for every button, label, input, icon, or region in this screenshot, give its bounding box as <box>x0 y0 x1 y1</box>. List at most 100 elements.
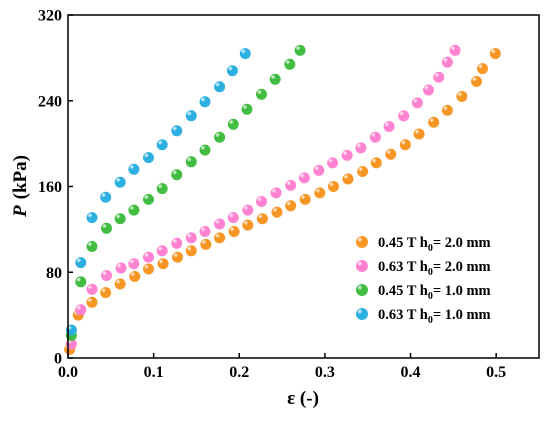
x-tick-label: 0.3 <box>315 364 335 381</box>
data-point <box>284 58 296 70</box>
data-point <box>327 157 339 169</box>
y-tick-label: 240 <box>38 93 62 110</box>
data-point <box>156 139 168 151</box>
legend-marker <box>356 308 368 320</box>
data-point <box>370 157 382 169</box>
data-point <box>441 56 453 68</box>
data-point <box>143 251 154 263</box>
data-point <box>342 173 354 185</box>
data-point <box>185 245 197 257</box>
x-tick-label: 0.1 <box>144 364 164 381</box>
data-point <box>423 84 434 96</box>
legend: 0.45 T h0= 2.0 mm 0.63 T h0= 2.0 mm 0.45 T… <box>356 235 491 326</box>
data-point <box>171 237 183 249</box>
y-tick-label: 160 <box>38 179 62 196</box>
data-point <box>241 103 253 115</box>
data-point <box>239 48 251 60</box>
x-axis-title: ε (-) <box>287 388 319 409</box>
y-axis-title-unit: (kPa) <box>10 155 31 199</box>
legend-label: 0.63 T h0= 2.0 mm <box>378 259 491 278</box>
legend-marker <box>356 260 368 272</box>
legend-label: 0.45 T h0= 1.0 mm <box>378 283 491 302</box>
data-point <box>101 222 112 234</box>
data-point <box>428 116 440 128</box>
data-point <box>86 296 98 308</box>
data-point <box>271 206 283 218</box>
data-point <box>226 65 238 77</box>
data-point <box>242 219 254 231</box>
data-point <box>489 48 501 60</box>
data-point <box>441 104 453 116</box>
data-point <box>285 179 297 191</box>
data-point <box>199 226 211 237</box>
data-point <box>227 212 239 224</box>
x-tick-label: 0.2 <box>229 364 249 381</box>
data-point <box>242 204 254 216</box>
data-point <box>143 193 154 205</box>
data-point <box>314 187 326 199</box>
data-point <box>270 187 282 199</box>
data-point <box>114 213 126 225</box>
y-tick-label: 320 <box>38 8 62 25</box>
data-point <box>214 81 226 93</box>
data-point <box>385 148 397 160</box>
data-point <box>214 232 226 244</box>
data-point <box>355 142 367 154</box>
data-point <box>129 271 141 282</box>
data-point <box>256 213 268 225</box>
y-axis-title-symbol: P <box>10 205 31 218</box>
y-tick-label: 80 <box>46 265 62 282</box>
data-point <box>114 278 126 290</box>
data-point <box>100 191 112 203</box>
data-point <box>185 232 197 244</box>
legend-marker <box>356 284 368 296</box>
data-point <box>86 212 98 224</box>
data-point <box>128 163 140 175</box>
data-point <box>172 251 184 263</box>
data-point <box>143 152 154 164</box>
data-point <box>157 258 169 270</box>
data-point <box>477 63 488 75</box>
x-tick-label: 0.0 <box>58 364 78 381</box>
data-point <box>214 218 226 230</box>
data-point <box>200 238 212 250</box>
data-point <box>449 44 461 56</box>
data-point <box>101 270 112 281</box>
data-point <box>143 263 154 275</box>
data-point <box>471 76 482 87</box>
data-point <box>411 97 423 109</box>
data-point <box>75 304 87 316</box>
data-point <box>398 110 410 122</box>
data-point <box>199 96 211 108</box>
data-point <box>269 73 281 85</box>
data-point <box>294 44 306 56</box>
legend-marker <box>356 236 368 248</box>
x-tick-label: 0.4 <box>401 364 421 381</box>
data-point <box>383 121 395 132</box>
data-point <box>313 164 325 176</box>
data-point <box>75 257 87 269</box>
axis-ticks-layer: 0.0 0.1 0.2 0.3 0.4 0.5 0 80 160 240 320 <box>38 8 506 382</box>
data-point <box>185 110 197 122</box>
data-point <box>115 262 127 274</box>
data-point <box>86 241 98 252</box>
data-point <box>156 245 168 257</box>
data-point <box>228 226 240 237</box>
data-point <box>256 196 267 207</box>
data-point <box>369 131 381 143</box>
data-point <box>399 139 411 151</box>
data-point <box>114 176 126 188</box>
data-point <box>341 149 353 161</box>
data-point <box>171 125 183 137</box>
data-point <box>256 88 267 100</box>
data-point <box>299 193 311 205</box>
y-axis-title: P (kPa) <box>10 155 31 218</box>
data-point <box>456 91 468 102</box>
data-point <box>433 71 445 83</box>
data-point <box>75 276 87 288</box>
y-tick-label: 0 <box>54 351 62 368</box>
data-point <box>328 181 339 192</box>
legend-label: 0.45 T h0= 2.0 mm <box>378 235 491 254</box>
